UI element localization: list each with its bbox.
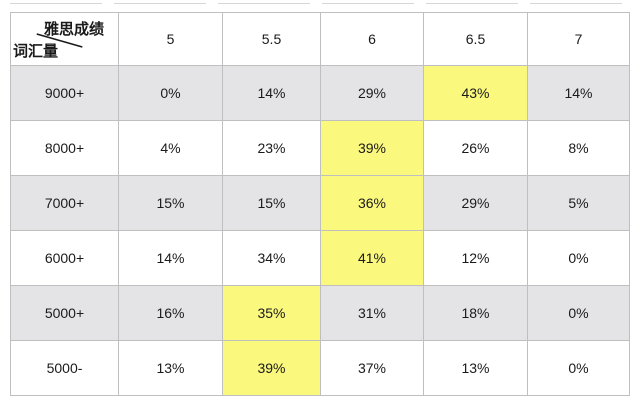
value-cell-highlighted: 39% xyxy=(222,340,321,396)
value-cell: 15% xyxy=(222,175,321,231)
ielts-vocabulary-table: 雅思成绩 词汇量 5 5.5 6 6.5 7 9000+ 0% 14% 29% 43% 14% 80… xyxy=(10,12,630,396)
value-cell: 15% xyxy=(118,175,223,231)
value-cell: 13% xyxy=(423,340,528,396)
row-label-cell: 8000+ xyxy=(10,120,119,176)
value-cell: 14% xyxy=(527,65,630,121)
row-label-cell: 6000+ xyxy=(10,230,119,286)
cropped-row-remnant-line xyxy=(10,3,628,4)
table-row: 9000+ 0% 14% 29% 43% 14% xyxy=(10,65,630,121)
value-cell-highlighted: 36% xyxy=(320,175,424,231)
corner-header-cell: 雅思成绩 词汇量 xyxy=(10,12,119,66)
table-body: 9000+ 0% 14% 29% 43% 14% 8000+ 4% 23% 39% 26% 8% 700… xyxy=(10,65,630,396)
score-column-header: 6.5 xyxy=(423,12,528,66)
value-cell: 8% xyxy=(527,120,630,176)
value-cell: 14% xyxy=(222,65,321,121)
value-cell: 14% xyxy=(118,230,223,286)
value-cell: 29% xyxy=(320,65,424,121)
table-row: 7000+ 15% 15% 36% 29% 5% xyxy=(10,175,630,231)
value-cell: 12% xyxy=(423,230,528,286)
row-label-cell: 5000- xyxy=(10,340,119,396)
table-row: 5000- 13% 39% 37% 13% 0% xyxy=(10,340,630,396)
value-cell: 0% xyxy=(527,285,630,341)
value-cell: 0% xyxy=(527,340,630,396)
header-row: 雅思成绩 词汇量 5 5.5 6 6.5 7 xyxy=(10,12,630,66)
value-cell: 23% xyxy=(222,120,321,176)
value-cell-highlighted: 41% xyxy=(320,230,424,286)
score-column-header: 5 xyxy=(118,12,223,66)
table-row: 8000+ 4% 23% 39% 26% 8% xyxy=(10,120,630,176)
value-cell: 37% xyxy=(320,340,424,396)
score-column-header: 6 xyxy=(320,12,424,66)
value-cell: 0% xyxy=(118,65,223,121)
table-row: 5000+ 16% 35% 31% 18% 0% xyxy=(10,285,630,341)
diagonal-divider-line xyxy=(36,33,83,48)
value-cell-highlighted: 43% xyxy=(423,65,528,121)
row-label-cell: 7000+ xyxy=(10,175,119,231)
table-row: 6000+ 14% 34% 41% 12% 0% xyxy=(10,230,630,286)
row-label-cell: 5000+ xyxy=(10,285,119,341)
corner-top-label: 雅思成绩 xyxy=(44,21,105,38)
value-cell: 13% xyxy=(118,340,223,396)
value-cell: 29% xyxy=(423,175,528,231)
value-cell-highlighted: 35% xyxy=(222,285,321,341)
value-cell: 5% xyxy=(527,175,630,231)
value-cell: 4% xyxy=(118,120,223,176)
row-label-cell: 9000+ xyxy=(10,65,119,121)
value-cell: 34% xyxy=(222,230,321,286)
score-column-header: 5.5 xyxy=(222,12,321,66)
value-cell-highlighted: 39% xyxy=(320,120,424,176)
value-cell: 31% xyxy=(320,285,424,341)
score-column-header: 7 xyxy=(527,12,630,66)
corner-bottom-label: 词汇量 xyxy=(13,43,59,60)
value-cell: 18% xyxy=(423,285,528,341)
value-cell: 0% xyxy=(527,230,630,286)
value-cell: 16% xyxy=(118,285,223,341)
value-cell: 26% xyxy=(423,120,528,176)
